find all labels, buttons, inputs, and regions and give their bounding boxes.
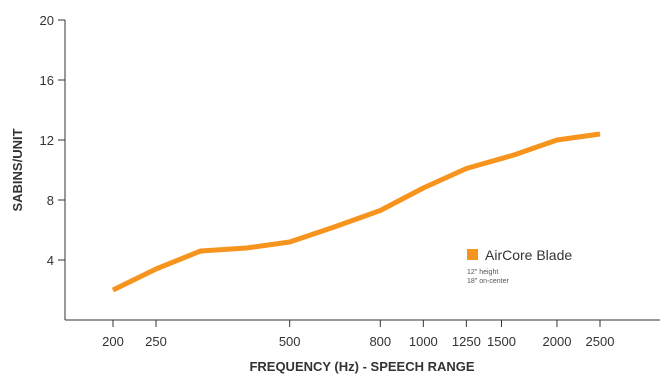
- data-point: [289, 241, 291, 243]
- data-point: [246, 247, 248, 249]
- axes: [64, 20, 660, 321]
- y-tick-label: 4: [47, 253, 54, 268]
- data-point: [465, 168, 467, 169]
- x-tick-label: 800: [369, 334, 391, 349]
- data-point: [112, 289, 114, 291]
- series-line: [111, 131, 601, 293]
- data-point: [556, 139, 558, 141]
- y-tick-label: 12: [40, 133, 54, 148]
- y-axis-title: SABINS/UNIT: [10, 128, 25, 211]
- y-ticks: 4 8 12 16 20: [40, 13, 65, 268]
- data-point: [379, 210, 381, 211]
- series-layer: [111, 131, 601, 293]
- data-point: [333, 226, 335, 228]
- data-point: [422, 187, 424, 189]
- x-tick-label: 2500: [586, 334, 615, 349]
- legend: AirCore Blade 12" height 18" on-center: [467, 247, 572, 285]
- x-axis-title: FREQUENCY (Hz) - SPEECH RANGE: [249, 359, 474, 374]
- data-point: [200, 250, 202, 252]
- x-tick-label: 1000: [409, 334, 438, 349]
- data-point: [599, 133, 601, 135]
- y-tick-label: 20: [40, 13, 54, 28]
- x-ticks: 200 250 500 800 1000 1250 1500 2000 2500: [102, 320, 614, 349]
- x-tick-label: 200: [102, 334, 124, 349]
- legend-note-spacing: 18" on-center: [467, 278, 509, 285]
- data-point: [513, 154, 515, 156]
- y-tick-label: 16: [40, 73, 54, 88]
- x-tick-label: 1250: [452, 334, 481, 349]
- legend-note-height: 12" height: [467, 269, 498, 276]
- y-tick-label: 8: [47, 193, 54, 208]
- x-tick-label: 250: [145, 334, 167, 349]
- legend-label: AirCore Blade: [485, 247, 572, 263]
- x-tick-label: 1500: [487, 334, 516, 349]
- data-point: [155, 268, 157, 270]
- legend-swatch: [467, 249, 478, 260]
- x-tick-label: 2000: [543, 334, 572, 349]
- x-tick-label: 500: [279, 334, 301, 349]
